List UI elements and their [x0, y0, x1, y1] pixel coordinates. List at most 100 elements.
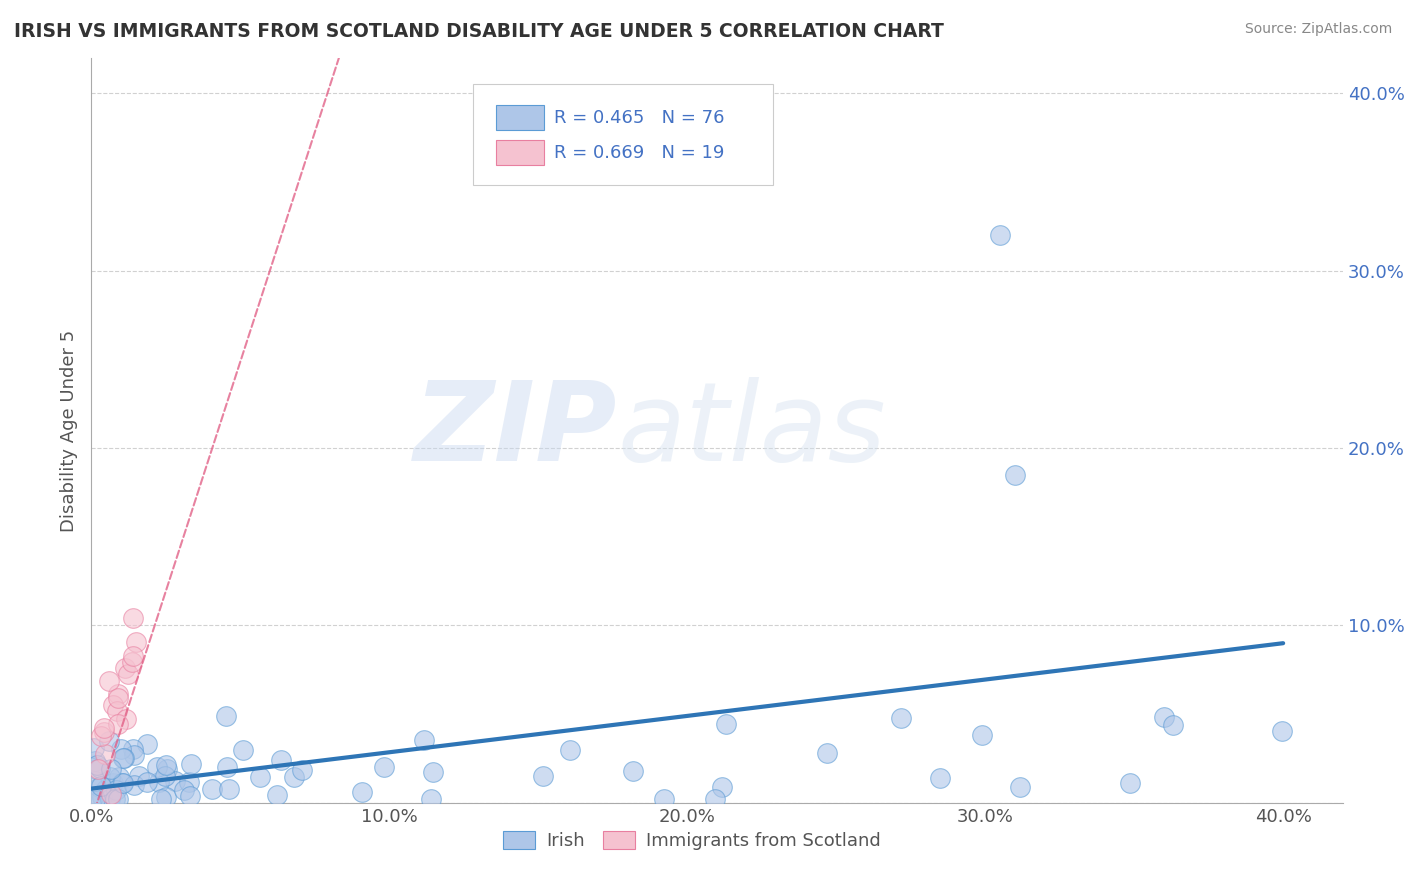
Point [122, 778, 145, 792]
Point [155, 757, 177, 772]
Point [83, 754, 105, 768]
Text: Source: ZipAtlas.com: Source: ZipAtlas.com [1244, 22, 1392, 37]
Point [86, 763, 108, 777]
Point [90, 779, 112, 793]
Point [98, 792, 121, 806]
Point [155, 790, 177, 805]
Point [815, 746, 838, 760]
Point [373, 760, 395, 774]
Point [84, 773, 107, 788]
Point [155, 762, 177, 776]
Point [122, 610, 145, 624]
Point [121, 655, 143, 669]
Point [215, 708, 238, 723]
Point [558, 743, 581, 757]
Point [112, 751, 135, 765]
Point [98, 792, 121, 806]
Point [173, 782, 195, 797]
Point [121, 649, 143, 664]
Point [163, 774, 186, 789]
Point [107, 690, 129, 705]
Point [1008, 780, 1031, 795]
Point [150, 792, 173, 806]
Point [100, 762, 122, 776]
Point [1161, 717, 1184, 731]
Point [135, 774, 157, 789]
FancyBboxPatch shape [495, 105, 544, 130]
Point [1271, 724, 1294, 739]
Point [1119, 776, 1142, 790]
Point [270, 753, 292, 767]
Point [93, 722, 115, 736]
Text: atlas: atlas [617, 377, 886, 483]
Point [122, 741, 145, 756]
Text: IRISH VS IMMIGRANTS FROM SCOTLAND DISABILITY AGE UNDER 5 CORRELATION CHART: IRISH VS IMMIGRANTS FROM SCOTLAND DISABI… [14, 22, 943, 41]
Point [988, 228, 1011, 243]
Point [97, 674, 120, 689]
Point [148, 774, 170, 789]
Point [122, 747, 145, 762]
Point [177, 774, 200, 789]
Point [266, 788, 288, 802]
Point [83, 789, 105, 804]
Point [1153, 710, 1175, 724]
Point [98, 771, 121, 785]
Point [1004, 467, 1026, 482]
Point [84, 792, 107, 806]
Point [97, 733, 120, 747]
Point [420, 792, 443, 806]
Point [413, 732, 436, 747]
Point [103, 698, 125, 713]
FancyBboxPatch shape [472, 84, 773, 185]
Point [104, 782, 127, 797]
Point [135, 737, 157, 751]
Point [117, 667, 139, 681]
Point [621, 764, 644, 778]
Point [114, 661, 136, 675]
Point [710, 780, 733, 794]
Point [86, 757, 108, 772]
Point [531, 768, 554, 782]
Point [218, 781, 240, 796]
Point [232, 743, 254, 757]
Point [215, 760, 238, 774]
Point [111, 751, 134, 765]
Y-axis label: Disability Age Under 5: Disability Age Under 5 [59, 329, 77, 532]
Point [107, 792, 129, 806]
Legend: Irish, Immigrants from Scotland: Irish, Immigrants from Scotland [496, 823, 889, 857]
Point [104, 792, 127, 806]
Point [422, 764, 444, 779]
Point [201, 782, 224, 797]
Point [283, 770, 305, 784]
Point [105, 705, 128, 719]
Point [93, 725, 115, 739]
Point [89, 761, 111, 775]
Point [652, 792, 675, 806]
Point [84, 762, 107, 776]
Point [111, 776, 134, 790]
Point [291, 763, 314, 777]
Point [180, 756, 202, 771]
Point [249, 770, 271, 784]
Point [146, 760, 169, 774]
Point [970, 728, 993, 742]
Point [153, 769, 176, 783]
Point [115, 713, 138, 727]
FancyBboxPatch shape [495, 140, 544, 165]
Point [90, 729, 112, 743]
Point [107, 687, 129, 701]
Point [704, 792, 727, 806]
Point [83, 740, 105, 755]
Text: R = 0.465   N = 76: R = 0.465 N = 76 [554, 109, 725, 127]
Point [111, 776, 134, 790]
Point [101, 776, 124, 790]
Point [124, 635, 146, 649]
Point [352, 784, 374, 798]
Point [929, 772, 952, 786]
Point [890, 711, 912, 725]
Point [89, 780, 111, 794]
Point [93, 747, 115, 762]
Point [108, 770, 131, 784]
Text: R = 0.669   N = 19: R = 0.669 N = 19 [554, 144, 724, 161]
Point [100, 787, 122, 801]
